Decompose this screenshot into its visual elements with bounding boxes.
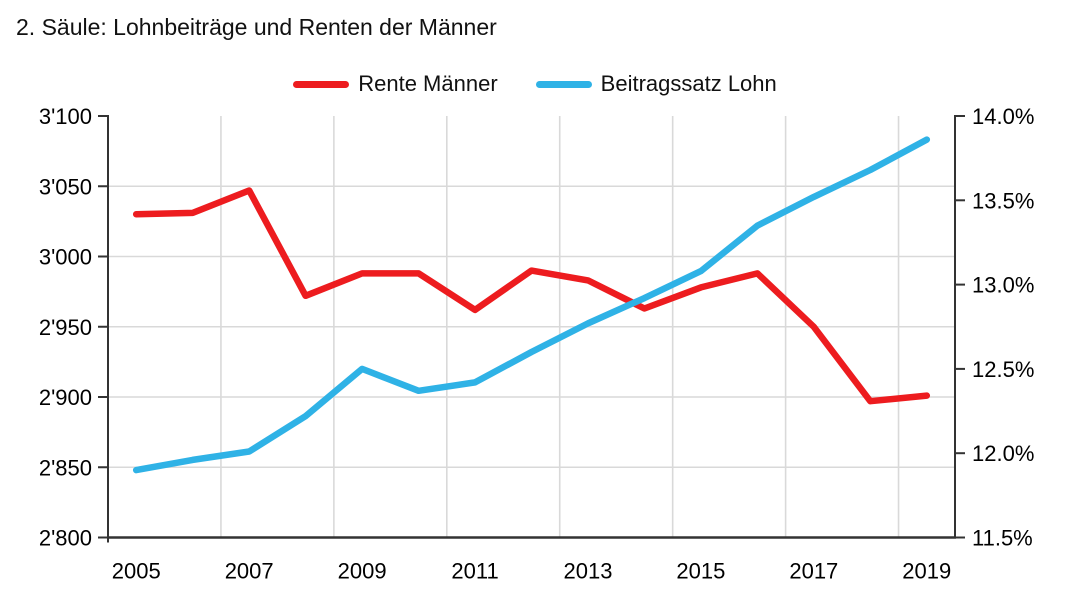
y-left-tick-label: 2'950: [39, 315, 92, 340]
x-tick-label: 2011: [451, 559, 498, 584]
y-left-tick-label: 2'800: [39, 526, 92, 551]
y-right-tick-label: 12.0%: [972, 441, 1034, 466]
y-right-tick-label: 12.5%: [972, 357, 1034, 382]
y-right-tick-label: 11.5%: [972, 526, 1033, 551]
x-tick-label: 2015: [676, 559, 725, 584]
x-tick-label: 2007: [225, 559, 274, 584]
y-left-tick-label: 2'850: [39, 455, 92, 480]
y-left-tick-label: 3'100: [39, 104, 92, 129]
y-left-tick-label: 2'900: [39, 385, 92, 410]
beitragssatz-lohn-line-marker-icon: [535, 80, 592, 88]
y-right-tick-label: 13.0%: [972, 273, 1034, 298]
y-left-tick-label: 3'050: [39, 174, 92, 199]
legend-item-beitragssatz-lohn: Beitragssatz Lohn: [535, 71, 777, 97]
chart-title: 2. Säule: Lohnbeiträge und Renten der Mä…: [16, 14, 497, 40]
y-right-tick-label: 13.5%: [972, 188, 1034, 213]
x-tick-label: 2013: [563, 559, 612, 584]
legend-label-beitragssatz-lohn: Beitragssatz Lohn: [600, 71, 777, 96]
rente-maenner-line: [132, 187, 931, 405]
y-right-tick-label: 14.0%: [972, 104, 1034, 129]
x-tick-label: 2005: [112, 559, 161, 584]
beitragssatz-lohn-line: [132, 136, 931, 474]
x-tick-label: 2019: [902, 559, 951, 584]
rente-maenner-line-marker-icon: [293, 80, 350, 88]
y-left-tick-label: 3'000: [39, 245, 92, 270]
x-tick-label: 2017: [789, 559, 838, 584]
legend-label-rente-maenner: Rente Männer: [358, 71, 498, 96]
legend: Rente Männer Beitragssatz Lohn: [0, 68, 1070, 100]
legend-item-rente-maenner: Rente Männer: [293, 71, 498, 97]
x-tick-label: 2009: [338, 559, 387, 584]
